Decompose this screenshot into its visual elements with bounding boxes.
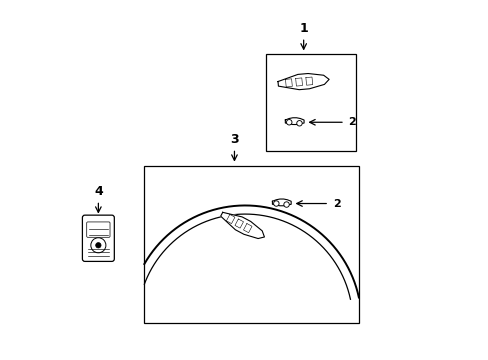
Circle shape <box>273 201 279 206</box>
Circle shape <box>286 120 291 125</box>
Polygon shape <box>272 199 290 206</box>
Text: 2: 2 <box>332 198 340 208</box>
Circle shape <box>91 238 106 253</box>
Circle shape <box>283 202 289 207</box>
Bar <box>265 54 355 151</box>
Text: 3: 3 <box>230 133 238 146</box>
Circle shape <box>96 243 101 248</box>
FancyBboxPatch shape <box>86 222 110 237</box>
Polygon shape <box>278 73 328 90</box>
FancyBboxPatch shape <box>82 215 114 261</box>
Polygon shape <box>285 118 304 125</box>
Text: 1: 1 <box>299 22 307 35</box>
Text: 4: 4 <box>94 185 102 198</box>
Circle shape <box>296 121 302 126</box>
Text: 2: 2 <box>348 117 356 127</box>
Bar <box>144 166 359 323</box>
Polygon shape <box>220 212 264 239</box>
